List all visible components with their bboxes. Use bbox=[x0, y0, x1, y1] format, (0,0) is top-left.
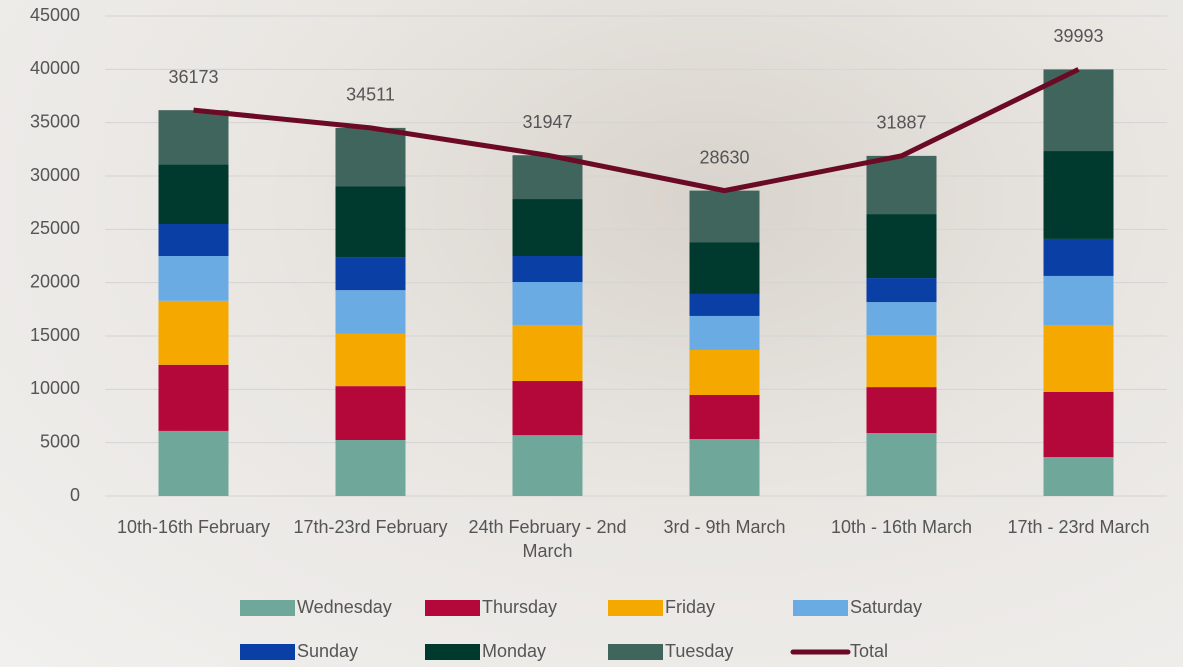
x-tick-label: 17th-23rd February bbox=[288, 515, 453, 539]
bar-segment bbox=[1044, 325, 1114, 392]
legend-label: Thursday bbox=[482, 597, 557, 617]
bar-segment bbox=[336, 128, 406, 186]
bar-segment bbox=[159, 110, 229, 164]
x-tick-label: 24th February - 2nd March bbox=[465, 515, 630, 563]
y-tick-label: 35000 bbox=[30, 111, 80, 131]
data-label: 36173 bbox=[168, 67, 218, 87]
bar-segment bbox=[1044, 457, 1114, 496]
bar-segment bbox=[690, 294, 760, 316]
y-tick-label: 30000 bbox=[30, 165, 80, 185]
y-tick-label: 10000 bbox=[30, 378, 80, 398]
total-line bbox=[194, 69, 1079, 190]
y-tick-label: 25000 bbox=[30, 218, 80, 238]
legend-label: Total bbox=[850, 641, 888, 661]
bar-segment bbox=[690, 242, 760, 294]
y-tick-label: 20000 bbox=[30, 271, 80, 291]
bar-segment bbox=[336, 186, 406, 257]
bar-segment bbox=[867, 335, 937, 387]
bar-segment bbox=[336, 440, 406, 496]
data-label: 31947 bbox=[522, 112, 572, 132]
bar-segment bbox=[690, 316, 760, 350]
bar-segment bbox=[513, 256, 583, 282]
bar-segment bbox=[159, 224, 229, 256]
legend-swatch bbox=[240, 644, 295, 660]
bar-segment bbox=[867, 387, 937, 433]
bar-segment bbox=[1044, 151, 1114, 239]
bar-segment bbox=[690, 395, 760, 439]
bar-segment bbox=[336, 290, 406, 334]
bar-segment bbox=[1044, 239, 1114, 276]
bar-segment bbox=[336, 257, 406, 290]
legend-swatch bbox=[425, 644, 480, 660]
bar-segment bbox=[690, 350, 760, 395]
bar-segment bbox=[867, 302, 937, 335]
bar-segment bbox=[159, 164, 229, 224]
x-tick-label: 17th - 23rd March bbox=[996, 515, 1161, 539]
bar-segment bbox=[513, 325, 583, 381]
legend-swatch bbox=[608, 600, 663, 616]
bar-segment bbox=[159, 431, 229, 496]
bar-segment bbox=[336, 334, 406, 386]
legend-swatch bbox=[240, 600, 295, 616]
data-label: 34511 bbox=[346, 85, 395, 105]
page: 0 5000 10000 15000 20000 25000 30000 35000 40000… bbox=[0, 0, 1183, 667]
y-tick-label: 45000 bbox=[30, 5, 80, 25]
chart: 0 5000 10000 15000 20000 25000 30000 35000 40000… bbox=[0, 0, 1183, 667]
bar-segment bbox=[336, 386, 406, 440]
y-tick-label: 5000 bbox=[40, 431, 80, 451]
legend-swatch bbox=[425, 600, 480, 616]
x-tick-label: 3rd - 9th March bbox=[642, 515, 807, 539]
bar-segment bbox=[867, 214, 937, 278]
bar-segment bbox=[513, 435, 583, 496]
y-tick-label: 40000 bbox=[30, 58, 80, 78]
data-label: 39993 bbox=[1053, 26, 1103, 46]
bar-segment bbox=[867, 433, 937, 496]
legend-label: Friday bbox=[665, 597, 715, 617]
x-tick-label: 10th - 16th March bbox=[819, 515, 984, 539]
legend-label: Saturday bbox=[850, 597, 922, 617]
legend-label: Monday bbox=[482, 641, 546, 661]
legend-label: Sunday bbox=[297, 641, 358, 661]
bar-segment bbox=[159, 301, 229, 365]
bar-segment bbox=[867, 156, 937, 214]
y-tick-label: 15000 bbox=[30, 325, 80, 345]
bar-segment bbox=[513, 282, 583, 325]
bar-segment bbox=[1044, 392, 1114, 457]
legend-swatch bbox=[608, 644, 663, 660]
x-tick-label: 10th-16th February bbox=[111, 515, 276, 539]
bar-segment bbox=[513, 381, 583, 435]
bar-segment bbox=[159, 256, 229, 301]
legend-swatch bbox=[793, 600, 848, 616]
bar-segment bbox=[1044, 276, 1114, 325]
bar-segment bbox=[513, 199, 583, 256]
bar-segment bbox=[690, 439, 760, 496]
bar-segment bbox=[867, 278, 937, 302]
bar-segment bbox=[159, 365, 229, 431]
legend-label: Tuesday bbox=[665, 641, 733, 661]
y-tick-label: 0 bbox=[70, 485, 80, 505]
legend-label: Wednesday bbox=[297, 597, 392, 617]
bar-segment bbox=[690, 191, 760, 243]
data-label: 28630 bbox=[699, 147, 749, 167]
data-label: 31887 bbox=[876, 113, 926, 133]
